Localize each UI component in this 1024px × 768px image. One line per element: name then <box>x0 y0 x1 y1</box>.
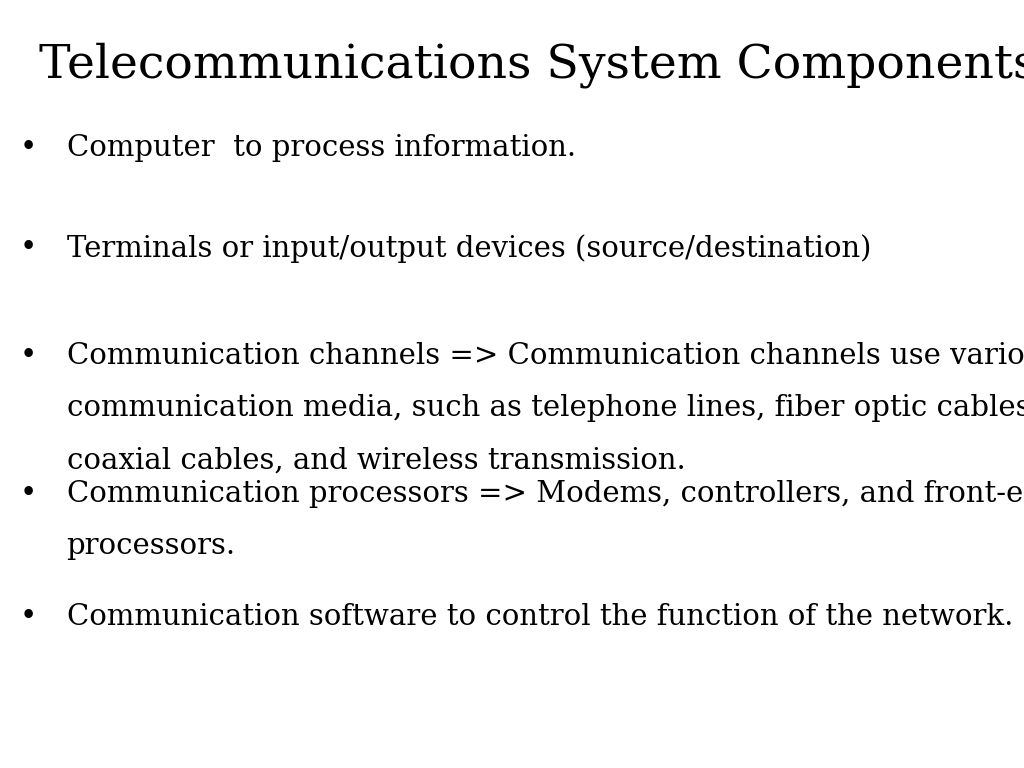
Text: Communication software to control the function of the network.: Communication software to control the fu… <box>67 603 1013 631</box>
Text: coaxial cables, and wireless transmission.: coaxial cables, and wireless transmissio… <box>67 446 685 474</box>
Text: Computer  to process information.: Computer to process information. <box>67 134 575 162</box>
Text: Terminals or input/output devices (source/destination): Terminals or input/output devices (sourc… <box>67 234 871 263</box>
Text: Telecommunications System Components: Telecommunications System Components <box>39 42 1024 88</box>
Text: Communication channels => Communication channels use various: Communication channels => Communication … <box>67 342 1024 369</box>
Text: •: • <box>20 603 37 631</box>
Text: •: • <box>20 480 37 508</box>
Text: processors.: processors. <box>67 532 236 560</box>
Text: Communication processors => Modems, controllers, and front-end: Communication processors => Modems, cont… <box>67 480 1024 508</box>
Text: •: • <box>20 134 37 162</box>
Text: •: • <box>20 342 37 369</box>
Text: communication media, such as telephone lines, fiber optic cables,: communication media, such as telephone l… <box>67 394 1024 422</box>
Text: •: • <box>20 234 37 262</box>
